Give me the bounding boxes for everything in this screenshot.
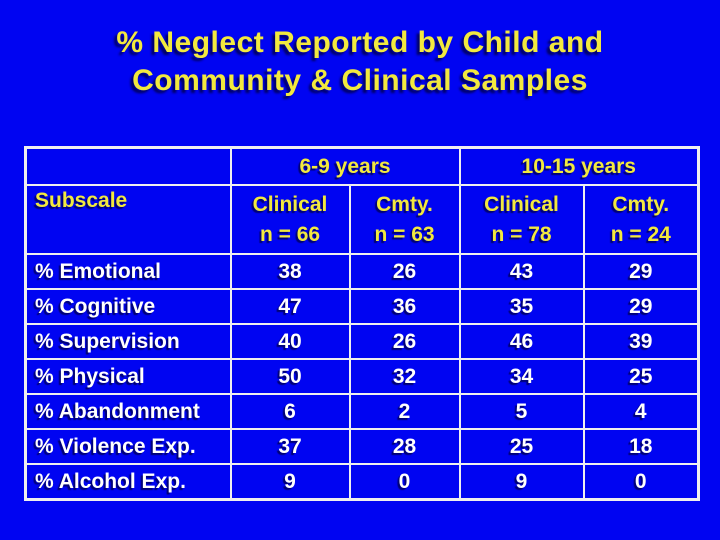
cell-value: 32 [348, 358, 461, 395]
row-label: % Alcohol Exp. [24, 463, 232, 501]
row-label: % Cognitive [24, 288, 232, 325]
col-header-cmty-63: Cmty. n = 63 [348, 184, 461, 255]
cell-value: 4 [582, 393, 700, 430]
col-header-n: n = 24 [610, 222, 671, 246]
group-header-row: 6-9 years 10-15 years [24, 146, 700, 186]
cell-value: 28 [348, 428, 461, 465]
cell-value: 29 [582, 253, 700, 290]
cell-value: 38 [229, 253, 351, 290]
cell-value: 39 [582, 323, 700, 360]
cell-value: 9 [229, 463, 351, 501]
cell-value: 0 [348, 463, 461, 501]
cell-value: 26 [348, 253, 461, 290]
table-row-abandonment: % Abandonment 6 2 5 4 [24, 393, 700, 430]
cell-value: 36 [348, 288, 461, 325]
cell-value: 47 [229, 288, 351, 325]
cell-value: 6 [229, 393, 351, 430]
table-row-supervision: % Supervision 40 26 46 39 [24, 323, 700, 360]
cell-value: 46 [458, 323, 585, 360]
group-header-6-9-years: 6-9 years [229, 146, 461, 186]
cell-value: 37 [229, 428, 351, 465]
cell-value: 18 [582, 428, 700, 465]
cell-value: 35 [458, 288, 585, 325]
col-header-name: Cmty. [612, 192, 670, 216]
cell-value: 25 [582, 358, 700, 395]
cell-value: 43 [458, 253, 585, 290]
cell-value: 29 [582, 288, 700, 325]
row-label: % Physical [24, 358, 232, 395]
slide-title: % Neglect Reported by Child and Communit… [0, 24, 720, 100]
col-header-n: n = 63 [374, 222, 435, 246]
neglect-data-table: 6-9 years 10-15 years Subscale Clinical … [24, 146, 701, 501]
col-header-clinical-78: Clinical n = 78 [458, 184, 585, 255]
cell-value: 25 [458, 428, 585, 465]
row-label: % Supervision [24, 323, 232, 360]
column-header-row: Subscale Clinical n = 66 Cmty. n = 63 Cl… [24, 184, 700, 255]
group-header-10-15-years: 10-15 years [458, 146, 700, 186]
table-row-emotional: % Emotional 38 26 43 29 [24, 253, 700, 290]
cell-value: 50 [229, 358, 351, 395]
row-label: % Violence Exp. [24, 428, 232, 465]
row-label: % Abandonment [24, 393, 232, 430]
cell-value: 40 [229, 323, 351, 360]
table-row-cognitive: % Cognitive 47 36 35 29 [24, 288, 700, 325]
table-row-physical: % Physical 50 32 34 25 [24, 358, 700, 395]
col-header-name: Cmty. [376, 192, 433, 216]
cell-value: 5 [458, 393, 585, 430]
col-header-name: Clinical [484, 192, 559, 216]
table-row-violence-exp: % Violence Exp. 37 28 25 18 [24, 428, 700, 465]
col-header-n: n = 78 [491, 222, 552, 246]
cell-value: 2 [348, 393, 461, 430]
slide-title-line-2: Community & Clinical Samples [132, 64, 588, 97]
empty-corner-cell [24, 146, 232, 186]
col-header-n: n = 66 [259, 222, 321, 246]
col-header-cmty-24: Cmty. n = 24 [582, 184, 700, 255]
col-header-clinical-66: Clinical n = 66 [229, 184, 351, 255]
cell-value: 0 [582, 463, 700, 501]
cell-value: 9 [458, 463, 585, 501]
table-row-alcohol-exp: % Alcohol Exp. 9 0 9 0 [24, 463, 700, 501]
subscale-header-cell: Subscale [24, 184, 232, 255]
slide-title-line-1: % Neglect Reported by Child and [116, 26, 604, 59]
row-label: % Emotional [24, 253, 232, 290]
cell-value: 34 [458, 358, 585, 395]
col-header-name: Clinical [252, 192, 328, 216]
cell-value: 26 [348, 323, 461, 360]
